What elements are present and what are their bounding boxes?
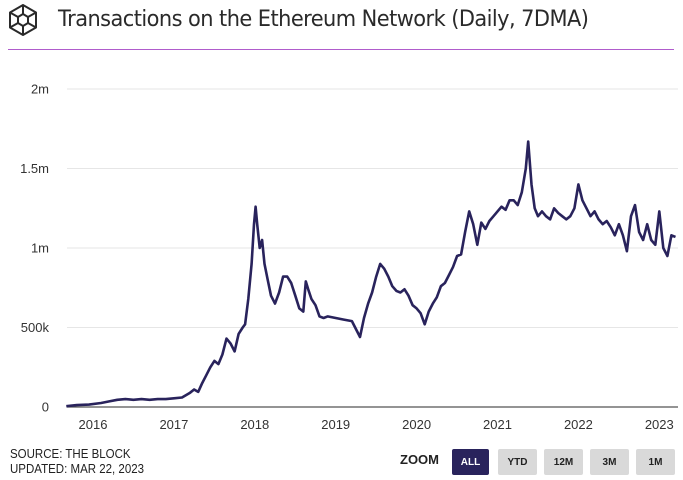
y-tick-label: 1m bbox=[31, 241, 49, 256]
zoom-button-1m[interactable]: 1M bbox=[636, 449, 675, 475]
gridlines bbox=[67, 88, 678, 328]
x-tick-label: 2018 bbox=[240, 417, 269, 432]
x-axis-ticks: 2016 2017 2018 2019 2020 2021 2022 2023 bbox=[79, 417, 674, 432]
chart-title: Transactions on the Ethereum Network (Da… bbox=[58, 6, 589, 32]
y-tick-label: 0 bbox=[42, 400, 49, 415]
cube-logo-icon bbox=[9, 4, 37, 36]
x-tick-label: 2022 bbox=[564, 417, 593, 432]
x-tick-label: 2023 bbox=[645, 417, 674, 432]
x-tick-label: 2016 bbox=[79, 417, 108, 432]
zoom-button-ytd[interactable]: YTD bbox=[498, 449, 537, 475]
x-tick-label: 2020 bbox=[402, 417, 431, 432]
x-tick-label: 2021 bbox=[483, 417, 512, 432]
series-line-transactions bbox=[66, 140, 676, 408]
y-tick-label: 1.5m bbox=[20, 161, 49, 176]
source-note: SOURCE: THE BLOCK UPDATED: MAR 22, 2023 bbox=[10, 447, 144, 477]
x-tick-label: 2017 bbox=[159, 417, 188, 432]
zoom-button-all[interactable]: ALL bbox=[452, 449, 489, 475]
chart-header: Transactions on the Ethereum Network (Da… bbox=[0, 0, 683, 44]
zoom-button-3m[interactable]: 3M bbox=[590, 449, 629, 475]
updated-text: UPDATED: MAR 22, 2023 bbox=[10, 462, 145, 476]
y-axis-ticks: 0 500k 1m 1.5m 2m bbox=[20, 82, 49, 415]
zoom-label: ZOOM bbox=[400, 452, 439, 467]
x-tick-label: 2019 bbox=[321, 417, 350, 432]
y-tick-label: 500k bbox=[21, 320, 50, 335]
source-text: SOURCE: THE BLOCK bbox=[10, 447, 131, 461]
zoom-button-12m[interactable]: 12M bbox=[544, 449, 583, 475]
header-divider bbox=[8, 49, 674, 50]
y-tick-label: 2m bbox=[31, 82, 49, 97]
